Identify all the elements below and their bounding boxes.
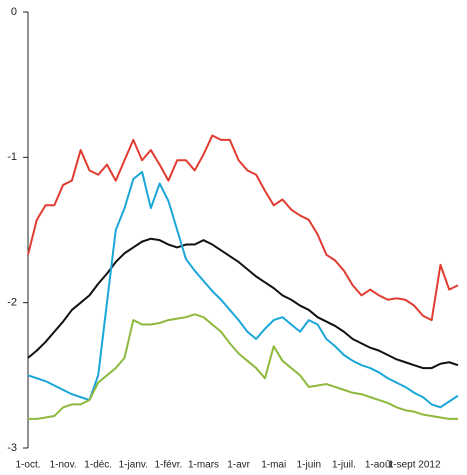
series-line [27,237,459,370]
x-tick-label: 1-oct. [15,460,40,471]
y-tick-label: -2 [7,297,17,309]
x-tick-label: 1-sept 2012 [388,460,441,471]
x-tick-label: 1-avr [227,460,250,471]
x-tick-label: 1-févr. [155,460,183,471]
y-tick-label: -3 [7,442,17,454]
x-tick-label: 1-janv. [119,460,148,471]
series-line [28,313,458,420]
x-tick-label: 1-mai [261,460,286,471]
y-tick-label: -1 [7,151,17,163]
series-line [27,134,459,322]
x-tick-label: 1-nov. [50,460,77,471]
x-tick-label: 1-août [365,460,394,471]
x-tick-label: 1-juil. [332,460,356,471]
x-tick-label: 1-juin [297,460,321,471]
x-tick-label: 1-mars [188,460,219,471]
x-tick-label: 1-déc. [84,460,112,471]
y-tick-label: 0 [11,6,17,18]
series-line [27,170,459,409]
